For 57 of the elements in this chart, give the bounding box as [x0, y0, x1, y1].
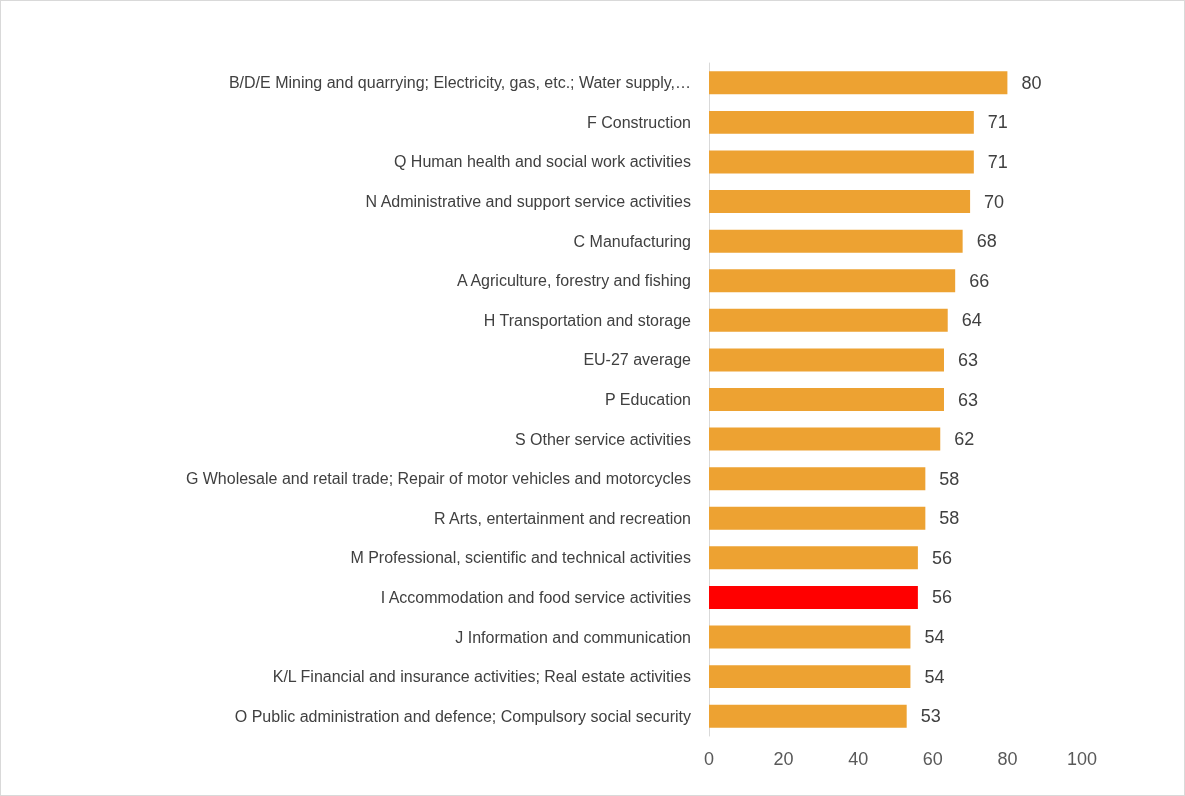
data-label: 56: [931, 587, 952, 608]
y-tick-label: B/D/E Mining and quarrying; Electricity, gas, etc.; Water supply,…: [228, 74, 691, 92]
x-tick-label: 80: [997, 749, 1018, 769]
bar: [709, 348, 944, 372]
y-tick-label: O Public administration and defence; Compulsory social security: [234, 707, 691, 725]
y-tick-label: J Information and communication: [455, 628, 691, 646]
y-tick-label: Q Human health and social work activities: [393, 153, 691, 171]
bar: [709, 190, 971, 214]
bar: [709, 427, 941, 451]
bar: [709, 388, 944, 411]
data-label: 63: [957, 389, 979, 410]
x-tick-label: 100: [1066, 749, 1098, 769]
bar: [709, 308, 948, 332]
data-label: 54: [924, 627, 945, 648]
y-tick-label: R Arts, entertainment and recreation: [433, 509, 691, 527]
bar: [709, 71, 1008, 95]
bar: [709, 506, 926, 530]
data-label: 80: [1021, 72, 1042, 93]
y-tick-label: K/L Financial and insurance activities; Real estate activities: [272, 668, 691, 686]
y-tick-label: C Manufacturing: [573, 232, 691, 250]
data-label: 71: [987, 151, 1008, 172]
data-label: 66: [969, 270, 990, 291]
bar: [709, 546, 918, 570]
data-label: 53: [920, 706, 941, 727]
bar: [709, 229, 963, 253]
y-tick-label: M Professional, scientific and technical activities: [350, 549, 691, 567]
bar: [709, 467, 926, 491]
y-tick-label: P Education: [605, 391, 691, 408]
data-label: 63: [957, 349, 979, 370]
x-tick-label: 20: [773, 749, 794, 769]
y-tick-label: N Administrative and support service activities: [365, 193, 691, 211]
data-label: 54: [924, 666, 945, 687]
y-tick-label: A Agriculture, forestry and fishing: [457, 272, 691, 290]
y-tick-label: I Accommodation and food service activities: [380, 588, 691, 606]
data-label: 58: [939, 508, 960, 529]
y-tick-label: S Other service activities: [514, 430, 691, 448]
data-label: 71: [987, 112, 1008, 133]
y-tick-label: H Transportation and storage: [483, 311, 692, 329]
data-label: 62: [954, 429, 975, 450]
x-tick-label: 0: [703, 749, 715, 769]
x-tick-label: 60: [922, 749, 943, 769]
bar: [709, 625, 911, 649]
y-tick-label: EU-27 average: [583, 351, 692, 369]
data-label: 56: [931, 547, 952, 568]
bar: [709, 150, 974, 174]
bar: [709, 269, 956, 293]
bar: [709, 585, 918, 609]
data-label: 64: [961, 310, 982, 331]
bar: [709, 704, 907, 728]
data-label: 70: [984, 191, 1005, 212]
y-tick-label: G Wholesale and retail trade; Repair of motor vehicles and motorcycles: [185, 470, 691, 488]
bar: [709, 110, 974, 134]
y-tick-label: F Construction: [586, 113, 691, 131]
bar: [709, 665, 911, 689]
data-label: 68: [976, 231, 997, 252]
data-label: 58: [939, 468, 960, 489]
x-tick-label: 40: [848, 749, 869, 769]
